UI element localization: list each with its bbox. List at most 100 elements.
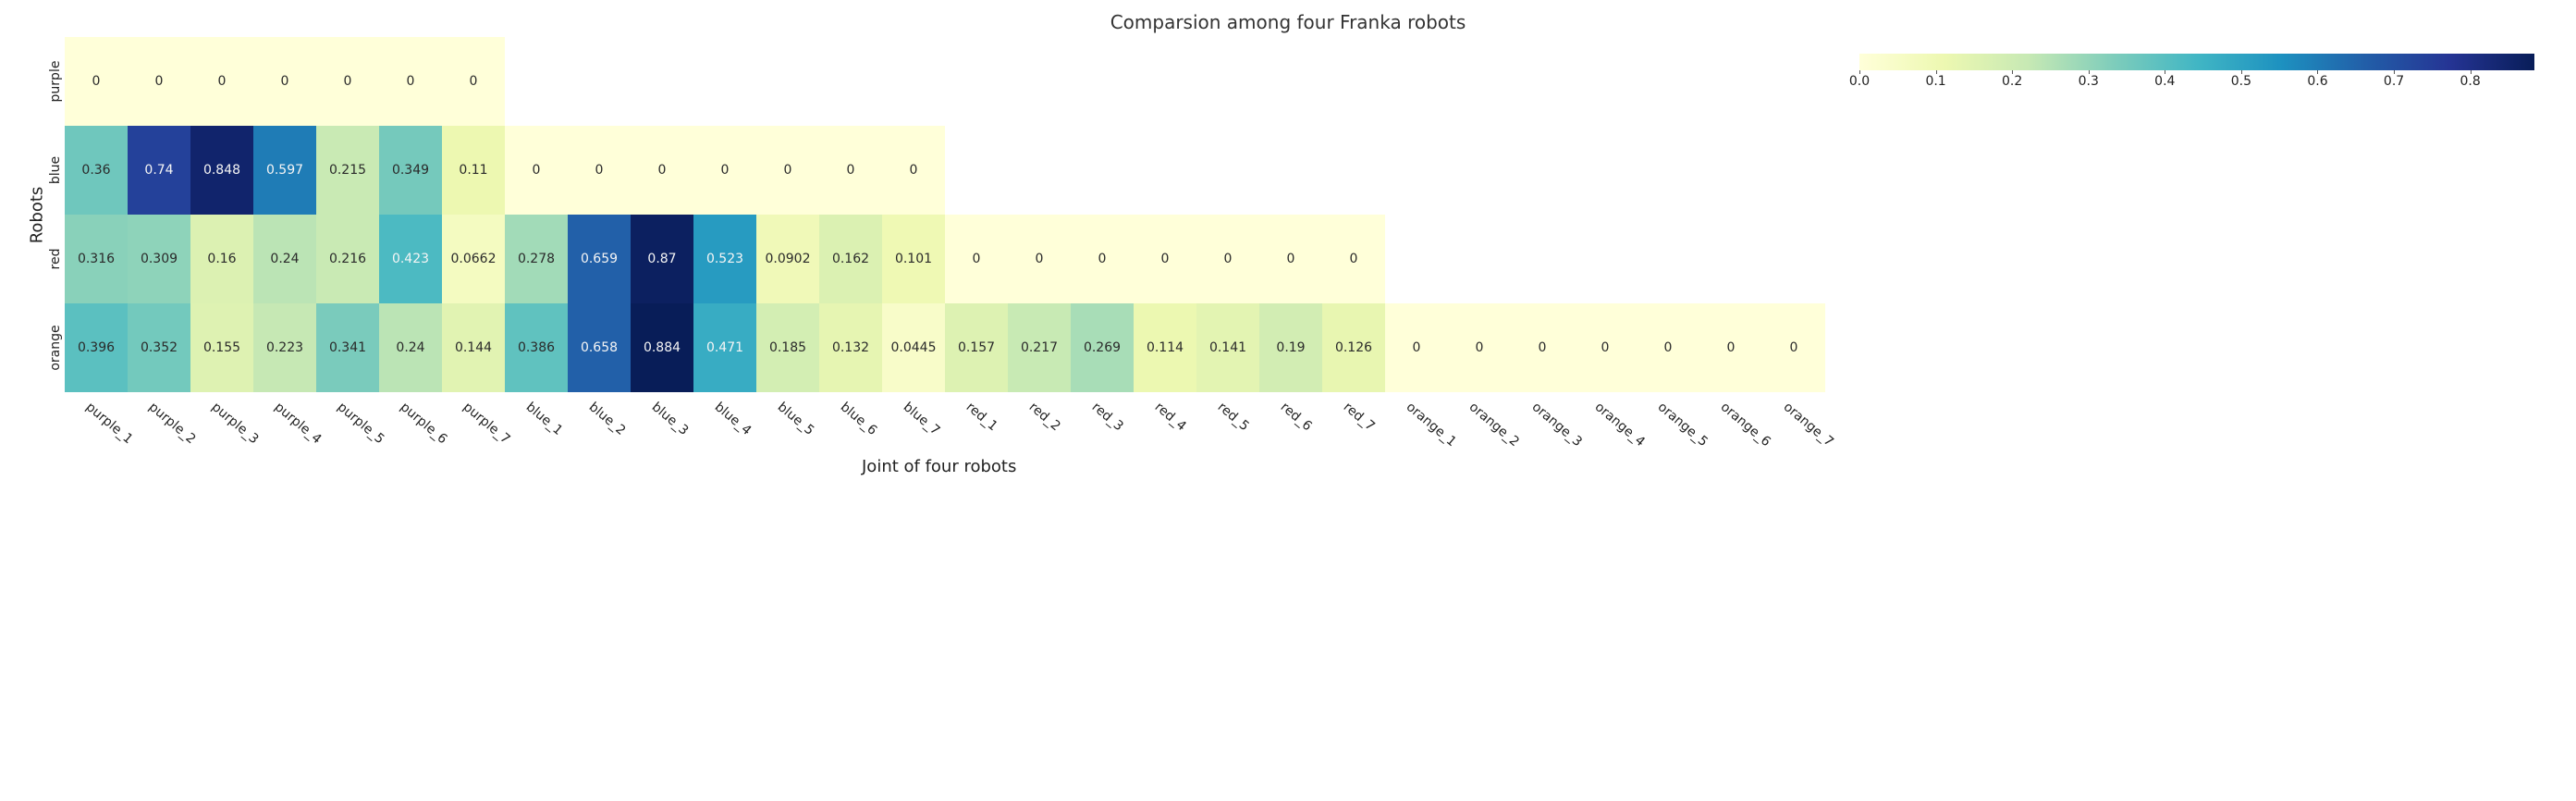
colorbar-tick-label: 0.2 <box>2002 74 2022 89</box>
heatmap-cell <box>1448 37 1511 126</box>
heatmap-cell: 0.36 <box>65 126 128 215</box>
heatmap-cell <box>1385 37 1448 126</box>
heatmap-cell <box>1448 126 1511 215</box>
heatmap-cell: 0 <box>379 37 442 126</box>
heatmap-cell: 0.316 <box>65 215 128 303</box>
x-tick-label: orange_6 <box>1718 400 1773 450</box>
colorbar-tick-label: 0.0 <box>1849 74 1870 89</box>
heatmap-cell <box>1574 215 1637 303</box>
x-tick-label: blue_2 <box>586 400 629 438</box>
x-tick-label: purple_2 <box>146 400 199 447</box>
heatmap-cell <box>1762 126 1825 215</box>
y-tick-label: red <box>48 213 63 305</box>
heatmap-cell: 0 <box>756 126 819 215</box>
heatmap-cell <box>1385 215 1448 303</box>
heatmap-cell: 0 <box>1574 303 1637 392</box>
heatmap-cell: 0.223 <box>253 303 316 392</box>
heatmap-cell <box>505 37 568 126</box>
heatmap-cell: 0 <box>1008 215 1071 303</box>
heatmap-cell: 0.144 <box>442 303 505 392</box>
heatmap-cell <box>1762 215 1825 303</box>
x-tick-label: orange_2 <box>1466 400 1522 450</box>
heatmap-cell <box>1699 37 1762 126</box>
heatmap-cell: 0 <box>65 37 128 126</box>
heatmap-cell: 0.423 <box>379 215 442 303</box>
x-tick-label: purple_3 <box>209 400 262 447</box>
heatmap-cell <box>1699 126 1762 215</box>
x-tick-label: orange_5 <box>1655 400 1711 450</box>
heatmap-cell: 0.0662 <box>442 215 505 303</box>
x-tick-label: purple_5 <box>335 400 387 447</box>
heatmap-cell: 0 <box>1259 215 1322 303</box>
heatmap-cell: 0.101 <box>882 215 945 303</box>
heatmap-cell <box>1762 37 1825 126</box>
heatmap-cell: 0.155 <box>190 303 253 392</box>
heatmap-cell <box>631 37 693 126</box>
heatmap-cell: 0.24 <box>253 215 316 303</box>
heatmap-cell: 0.114 <box>1134 303 1196 392</box>
x-tick-label: blue_4 <box>712 400 754 438</box>
x-tick-label: red_1 <box>963 400 1000 434</box>
heatmap-cell <box>1511 37 1574 126</box>
heatmap-cell: 0 <box>316 37 379 126</box>
x-tick-label: red_3 <box>1089 400 1126 434</box>
heatmap-cell <box>1196 126 1259 215</box>
colorbar-tick-label: 0.8 <box>2459 74 2480 89</box>
colorbar-tick-label: 0.4 <box>2154 74 2175 89</box>
heatmap-cell <box>945 37 1008 126</box>
heatmap-cell <box>1008 126 1071 215</box>
heatmap-cell <box>756 37 819 126</box>
plot-area: 00000000.360.740.8480.5970.2150.3490.110… <box>65 37 1825 392</box>
heatmap-cell: 0.216 <box>316 215 379 303</box>
heatmap-cell: 0.141 <box>1196 303 1259 392</box>
heatmap-cell: 0 <box>819 126 882 215</box>
colorbar-tick-label: 0.7 <box>2384 74 2404 89</box>
heatmap-cell: 0.217 <box>1008 303 1071 392</box>
x-tick-label: blue_3 <box>649 400 692 438</box>
x-tick-label: orange_4 <box>1592 400 1648 450</box>
heatmap-cell: 0.126 <box>1322 303 1385 392</box>
heatmap-cell: 0 <box>1134 215 1196 303</box>
heatmap-cell <box>1511 215 1574 303</box>
heatmap-cell: 0.215 <box>316 126 379 215</box>
heatmap-cell: 0.349 <box>379 126 442 215</box>
heatmap-cell <box>1196 37 1259 126</box>
heatmap-cell <box>945 126 1008 215</box>
heatmap-cell <box>1637 126 1699 215</box>
heatmap-cell: 0 <box>128 37 190 126</box>
heatmap-cell <box>1448 215 1511 303</box>
heatmap-cell <box>1134 37 1196 126</box>
x-tick-label: orange_3 <box>1529 400 1585 450</box>
x-tick-label: purple_4 <box>272 400 325 447</box>
heatmap-cell <box>819 37 882 126</box>
y-axis-label: Robots <box>28 160 47 271</box>
colorbar-tick-label: 0.3 <box>2079 74 2099 89</box>
heatmap-cell: 0 <box>1385 303 1448 392</box>
heatmap-cell <box>1574 37 1637 126</box>
heatmap-cell <box>1008 37 1071 126</box>
heatmap-cell: 0.0902 <box>756 215 819 303</box>
heatmap-cell: 0 <box>1699 303 1762 392</box>
heatmap-cell: 0.396 <box>65 303 128 392</box>
heatmap-cell <box>1322 126 1385 215</box>
heatmap-cell: 0.132 <box>819 303 882 392</box>
heatmap-cell: 0 <box>882 126 945 215</box>
x-tick-label: purple_7 <box>460 400 513 447</box>
heatmap-cell: 0 <box>945 215 1008 303</box>
heatmap-cell <box>1699 215 1762 303</box>
heatmap-cell: 0 <box>1762 303 1825 392</box>
heatmap-cell: 0 <box>1448 303 1511 392</box>
heatmap-cell: 0 <box>631 126 693 215</box>
x-axis-label: Joint of four robots <box>862 457 1016 476</box>
y-tick-label: orange <box>48 302 63 394</box>
heatmap-cell <box>1322 37 1385 126</box>
heatmap-cell <box>693 37 756 126</box>
y-tick-label: purple <box>48 35 63 128</box>
heatmap-cell: 0.278 <box>505 215 568 303</box>
heatmap-cell: 0.848 <box>190 126 253 215</box>
heatmap-cell: 0.19 <box>1259 303 1322 392</box>
heatmap-cell <box>882 37 945 126</box>
heatmap-cell: 0.309 <box>128 215 190 303</box>
heatmap-grid: 00000000.360.740.8480.5970.2150.3490.110… <box>65 37 1825 392</box>
chart-title: Comparsion among four Franka robots <box>9 11 2567 33</box>
